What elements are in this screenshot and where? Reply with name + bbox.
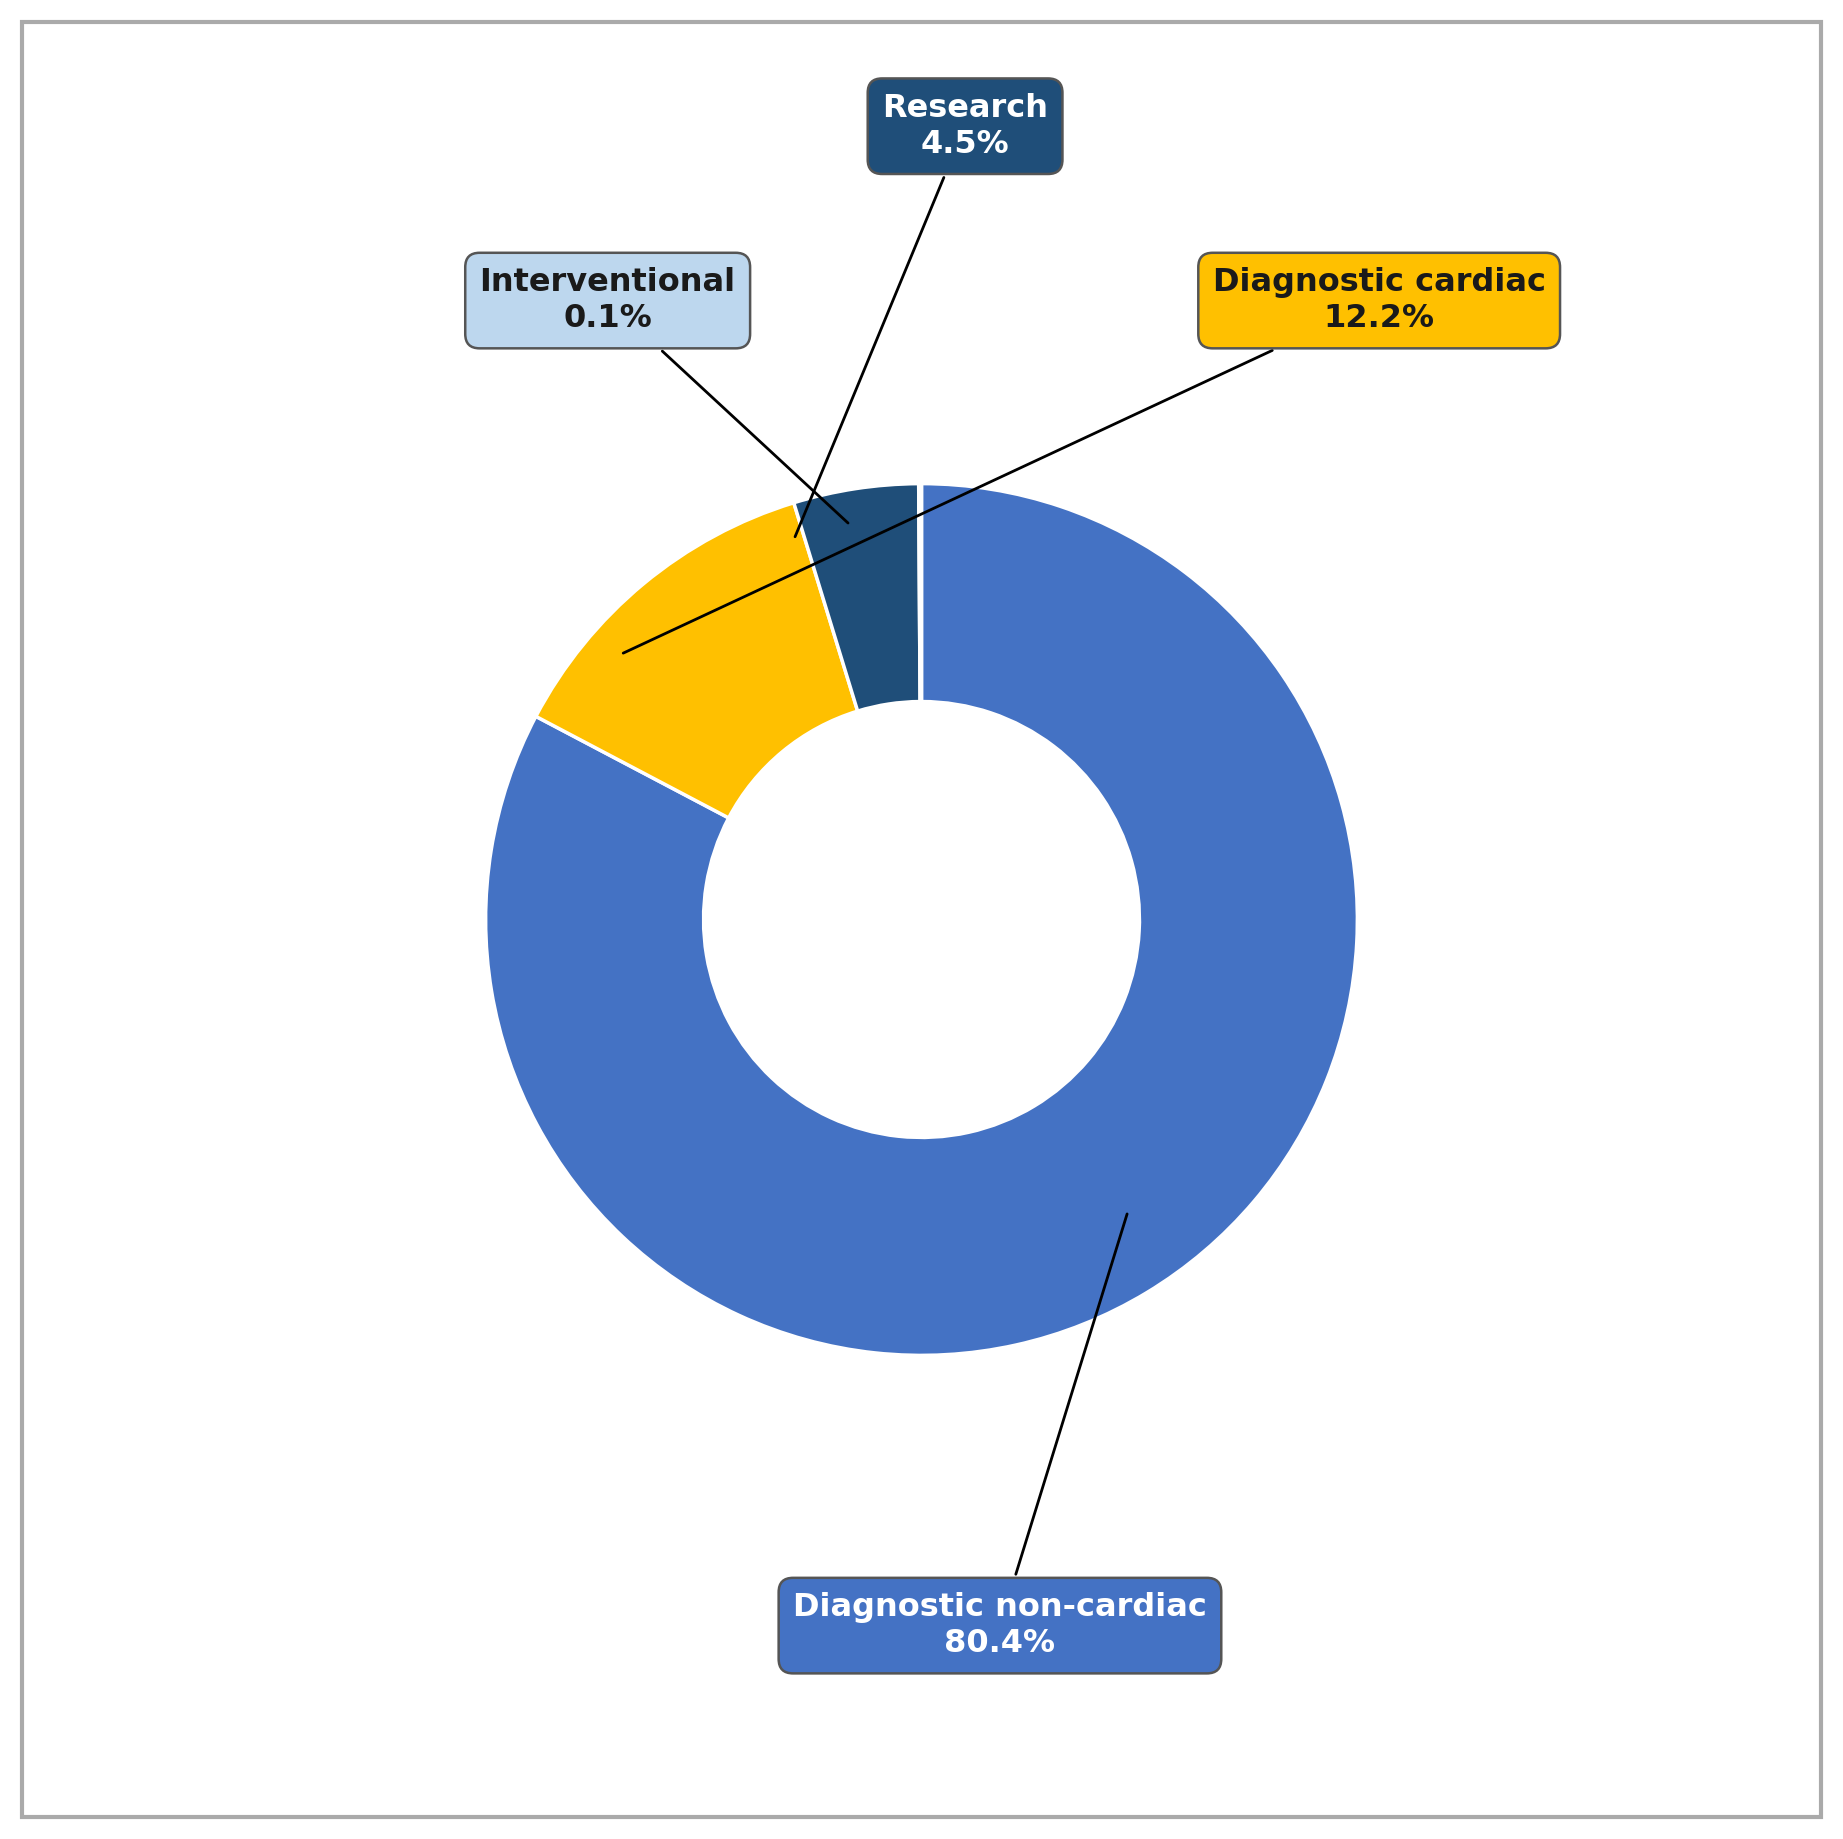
Wedge shape [536,502,857,818]
Text: Diagnostic non-cardiac
80.4%: Diagnostic non-cardiac 80.4% [792,1214,1207,1659]
Text: Interventional
0.1%: Interventional 0.1% [479,267,848,522]
Wedge shape [918,484,922,701]
Wedge shape [485,484,1358,1355]
Text: Diagnostic cardiac
12.2%: Diagnostic cardiac 12.2% [623,267,1546,653]
Text: Research
4.5%: Research 4.5% [794,92,1049,537]
Wedge shape [794,484,920,712]
